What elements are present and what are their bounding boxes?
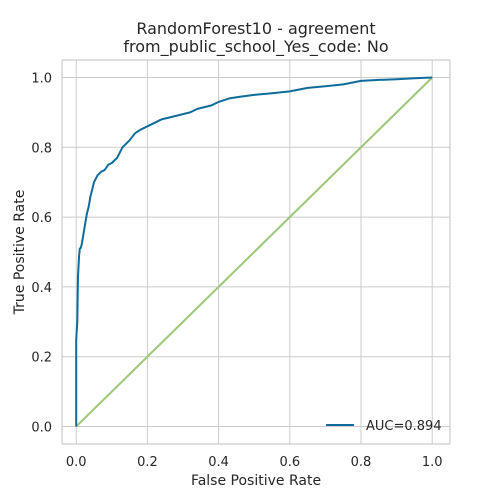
series-layer: [76, 78, 432, 427]
legend-label: AUC=0.894: [366, 419, 442, 434]
y-tick-label: 1.0: [31, 71, 52, 86]
x-tick-label: 0.4: [208, 455, 229, 470]
y-tick-labels: 0.0 0.2 0.4 0.6 0.8 1.0: [31, 71, 52, 435]
x-tick-label: 0.2: [137, 455, 158, 470]
chart-title-line1: RandomForest10 - agreement: [136, 19, 375, 38]
x-tick-label: 0.8: [351, 455, 372, 470]
y-tick-label: 0.8: [31, 141, 52, 156]
x-tick-label: 0.0: [66, 455, 87, 470]
x-axis-label: False Positive Rate: [191, 473, 321, 489]
chart-title-line2: from_public_school_Yes_code: No: [123, 37, 388, 57]
y-tick-label: 0.4: [31, 281, 52, 296]
x-tick-label: 0.6: [279, 455, 300, 470]
x-tick-label: 1.0: [422, 455, 443, 470]
x-tick-labels: 0.0 0.2 0.4 0.6 0.8 1.0: [66, 455, 443, 470]
diagonal-reference-line: [76, 78, 432, 427]
y-tick-label: 0.6: [31, 211, 52, 226]
y-tick-label: 0.0: [31, 421, 52, 436]
y-axis-label: True Positive Rate: [12, 190, 28, 316]
y-tick-label: 0.2: [31, 351, 52, 366]
